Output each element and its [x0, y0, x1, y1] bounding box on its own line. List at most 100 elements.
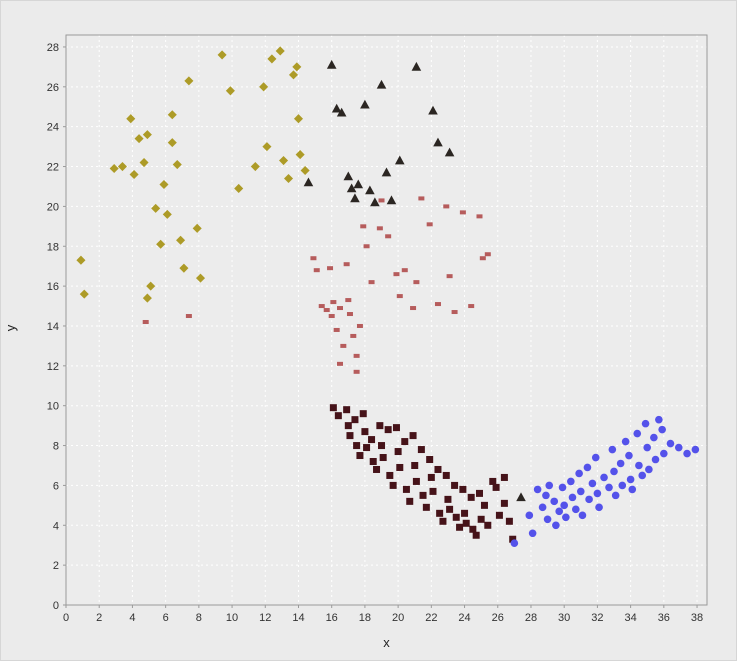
data-point-blue-circles	[578, 511, 587, 520]
data-point-rose-squares	[142, 319, 149, 324]
y-tick-label: 10	[47, 401, 59, 413]
data-point-blue-circles	[660, 449, 668, 458]
data-point-blue-circles	[567, 477, 575, 486]
plot-border	[65, 34, 708, 606]
x-tick-label: 18	[359, 612, 371, 624]
data-point-rose-squares	[337, 361, 344, 366]
data-point-blue-circles	[588, 479, 597, 488]
data-point-rose-squares	[343, 262, 350, 267]
data-point-black-triangles	[516, 492, 526, 502]
data-point-blue-circles	[550, 497, 559, 506]
data-point-blue-circles	[628, 485, 637, 494]
data-point-maroon-squares	[363, 444, 371, 452]
data-point-rose-squares	[337, 306, 344, 311]
data-point-maroon-squares	[346, 432, 354, 440]
y-tick-label: 16	[47, 281, 59, 293]
data-point-rose-squares	[328, 314, 335, 319]
x-tick-label: 34	[624, 612, 636, 624]
data-point-black-triangles	[370, 197, 380, 207]
data-point-rose-squares	[476, 214, 483, 219]
data-point-rose-squares	[323, 308, 330, 313]
data-point-olive-diamonds	[129, 169, 139, 180]
data-point-blue-circles	[638, 471, 647, 480]
data-point-rose-squares	[459, 210, 466, 215]
y-tick-label: 24	[47, 122, 59, 134]
y-tick-label: 22	[47, 162, 59, 174]
data-point-maroon-squares	[402, 485, 410, 493]
x-tick-label: 22	[425, 612, 437, 624]
data-point-black-triangles	[394, 155, 405, 165]
data-point-maroon-squares	[412, 477, 420, 485]
data-point-rose-squares	[185, 314, 192, 319]
data-point-black-triangles	[433, 137, 443, 147]
data-point-olive-diamonds	[288, 70, 299, 80]
data-point-maroon-squares	[500, 473, 508, 481]
data-point-maroon-squares	[509, 535, 517, 543]
data-point-rose-squares	[401, 268, 408, 273]
data-point-rose-squares	[327, 266, 334, 271]
data-point-black-triangles	[353, 179, 364, 189]
data-point-maroon-squares	[369, 458, 377, 466]
data-point-blue-circles	[605, 483, 613, 492]
y-tick-label: 6	[53, 480, 59, 492]
data-point-maroon-squares	[472, 531, 480, 539]
data-point-blue-circles	[538, 503, 547, 512]
data-point-blue-circles	[650, 433, 658, 442]
y-tick-label: 20	[47, 201, 59, 213]
data-point-blue-circles	[655, 415, 663, 424]
data-point-rose-squares	[418, 196, 425, 201]
data-point-rose-squares	[410, 306, 417, 311]
data-point-olive-diamonds	[142, 130, 152, 140]
data-point-maroon-squares	[442, 471, 450, 479]
data-point-black-triangles	[365, 185, 375, 195]
data-point-black-triangles	[444, 147, 455, 157]
data-point-blue-circles	[542, 491, 550, 500]
data-point-maroon-squares	[477, 515, 485, 523]
x-tick-label: 0	[63, 612, 69, 624]
data-point-rose-squares	[393, 272, 400, 277]
data-point-blue-circles	[525, 511, 534, 520]
data-point-olive-diamonds	[225, 86, 235, 96]
data-point-blue-circles	[533, 485, 542, 494]
data-point-olive-diamonds	[167, 138, 177, 148]
x-tick-label: 10	[226, 612, 238, 624]
data-point-blue-circles	[591, 453, 600, 462]
data-point-maroon-squares	[480, 501, 488, 509]
data-point-olive-diamonds	[126, 114, 136, 124]
data-point-maroon-squares	[505, 517, 513, 525]
data-point-maroon-squares	[427, 473, 435, 481]
data-point-maroon-squares	[500, 499, 508, 507]
x-tick-label: 36	[658, 612, 670, 624]
data-point-maroon-squares	[475, 489, 483, 497]
data-point-maroon-squares	[389, 481, 397, 489]
x-tick-label: 26	[492, 612, 504, 624]
data-point-maroon-squares	[379, 454, 387, 462]
data-point-maroon-squares	[344, 422, 352, 430]
data-point-blue-circles	[621, 437, 630, 446]
data-point-rose-squares	[468, 304, 475, 309]
data-point-maroon-squares	[436, 509, 444, 517]
data-point-rose-squares	[346, 312, 353, 317]
x-tick-label: 14	[292, 612, 304, 624]
data-point-blue-circles	[562, 513, 570, 522]
y-tick-label: 0	[53, 600, 59, 612]
data-point-maroon-squares	[446, 505, 454, 513]
data-point-blue-circles	[510, 539, 519, 548]
data-point-rose-squares	[385, 234, 392, 239]
data-point-rose-squares	[363, 244, 370, 249]
data-point-maroon-squares	[461, 509, 469, 517]
data-point-rose-squares	[345, 298, 352, 303]
data-point-rose-squares	[330, 300, 337, 305]
data-point-maroon-squares	[409, 432, 417, 440]
x-tick-label: 12	[259, 612, 271, 624]
data-point-black-triangles	[411, 61, 422, 71]
x-tick-label: 2	[96, 612, 102, 624]
data-point-black-triangles	[350, 193, 360, 203]
data-point-maroon-squares	[361, 428, 369, 436]
data-point-rose-squares	[396, 294, 403, 299]
data-point-olive-diamonds	[159, 179, 169, 190]
data-point-rose-squares	[353, 369, 360, 374]
data-point-olive-diamonds	[292, 62, 302, 72]
data-point-maroon-squares	[444, 495, 452, 503]
